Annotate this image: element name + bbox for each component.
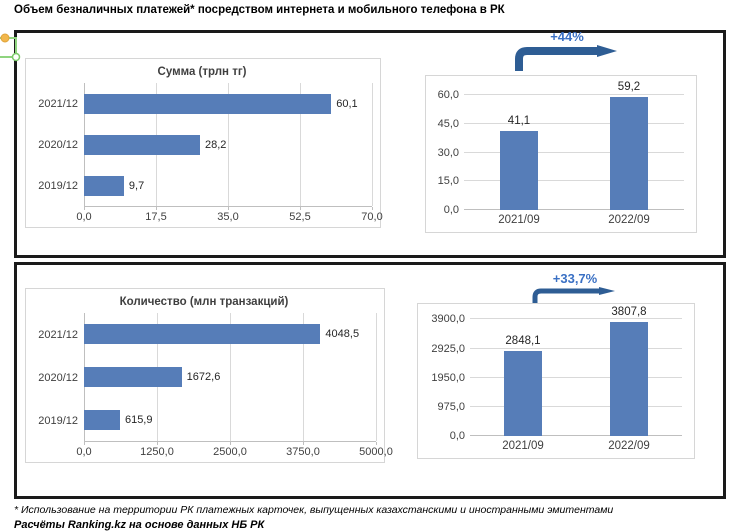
y-tick-label: 45,0 bbox=[437, 117, 459, 130]
value-label: 9,7 bbox=[128, 179, 145, 192]
gridline bbox=[464, 209, 684, 210]
chart-count-growth: 0,0 975,0 1950,0 2925,0 3900,0 2848,1 3807,8 20… bbox=[417, 303, 695, 459]
chart-sum-growth: 0,0 15,0 30,0 45,0 60,0 41,1 59,2 2021/09 2022/0… bbox=[425, 75, 697, 233]
growth-arrow-icon bbox=[532, 287, 615, 303]
category-label: 2019/12 bbox=[38, 180, 78, 193]
growth-percent-label: +33,7% bbox=[552, 271, 598, 286]
chart-sum-by-year: Сумма (трлн тг) 2021/12 2020/12 2019/12 60,1… bbox=[25, 58, 383, 228]
x-tick-label: 52,5 bbox=[289, 211, 311, 223]
bar bbox=[84, 367, 182, 387]
value-label: 615,9 bbox=[124, 413, 153, 426]
bar bbox=[500, 131, 538, 210]
category-label: 2019/12 bbox=[38, 414, 78, 427]
y-tick-label: 1950,0 bbox=[431, 371, 465, 384]
category-label: 2020/12 bbox=[38, 139, 78, 151]
bar bbox=[504, 350, 542, 436]
tick-mark bbox=[156, 207, 157, 210]
category-label: 2022/09 bbox=[608, 214, 650, 226]
gridline bbox=[464, 94, 684, 96]
tick-mark bbox=[303, 442, 304, 445]
value-label: 59,2 bbox=[617, 80, 641, 93]
bar bbox=[84, 324, 321, 345]
value-label: 41,1 bbox=[507, 115, 531, 128]
x-tick-label: 35,0 bbox=[217, 211, 239, 223]
category-label: 2021/09 bbox=[502, 440, 544, 452]
tick-mark bbox=[376, 442, 377, 445]
y-tick-label: 15,0 bbox=[437, 175, 459, 188]
plot-area: 41,1 59,2 bbox=[464, 80, 684, 210]
chart-count-by-year: Количество (млн транзакций) 2021/12 2020/1… bbox=[25, 288, 393, 463]
gridline bbox=[464, 122, 684, 124]
tick-mark bbox=[300, 207, 301, 210]
tick-mark bbox=[84, 207, 85, 210]
page-title: Объем безналичных платежей* посредством … bbox=[14, 4, 505, 16]
y-tick-label: 3900,0 bbox=[431, 313, 465, 326]
gridline bbox=[470, 376, 682, 378]
x-tick-label: 17,5 bbox=[145, 211, 167, 223]
gridline bbox=[303, 313, 304, 441]
source-credit: Расчёты Ranking.kz на основе данных НБ Р… bbox=[14, 519, 265, 531]
y-tick-label: 2925,0 bbox=[431, 342, 465, 355]
plot-area: 60,1 28,2 9,7 bbox=[84, 83, 373, 207]
bar bbox=[84, 409, 120, 430]
bar bbox=[84, 93, 332, 114]
y-tick-label: 0,0 bbox=[449, 430, 465, 442]
count-growth-annotation: +33,7% bbox=[509, 271, 641, 304]
y-tick-label: 0,0 bbox=[443, 204, 459, 216]
x-tick-label: 70,0 bbox=[361, 211, 383, 223]
bar bbox=[84, 134, 201, 155]
x-tick-label: 3750,0 bbox=[286, 446, 320, 458]
gridline bbox=[230, 313, 231, 441]
gridline bbox=[470, 435, 682, 436]
value-label: 1672,6 bbox=[186, 371, 221, 383]
growth-percent-label: +44% bbox=[550, 29, 584, 44]
shape-resize-handle[interactable] bbox=[0, 30, 24, 64]
gridline bbox=[228, 83, 229, 206]
chart-title: Количество (млн транзакций) bbox=[119, 296, 289, 308]
tick-mark bbox=[84, 442, 85, 445]
tick-mark bbox=[372, 207, 373, 210]
x-tick-label: 2500,0 bbox=[213, 446, 247, 458]
chart-title: Сумма (трлн тг) bbox=[157, 66, 247, 78]
gridline bbox=[470, 347, 682, 349]
gridline bbox=[464, 180, 684, 182]
bar bbox=[84, 175, 124, 196]
value-label: 4048,5 bbox=[325, 328, 360, 341]
value-label: 60,1 bbox=[336, 97, 358, 110]
plot-area: 2848,1 3807,8 bbox=[470, 306, 682, 436]
y-tick-label: 30,0 bbox=[437, 146, 459, 159]
category-label: 2022/09 bbox=[608, 440, 650, 452]
gridline bbox=[300, 83, 301, 206]
value-label: 3807,8 bbox=[611, 306, 647, 319]
category-label: 2021/12 bbox=[38, 328, 78, 341]
gridline bbox=[470, 405, 682, 407]
y-tick-label: 975,0 bbox=[437, 400, 465, 413]
tick-mark bbox=[230, 442, 231, 445]
tick-mark bbox=[228, 207, 229, 210]
bar bbox=[610, 322, 648, 436]
x-tick-label: 1250,0 bbox=[140, 446, 174, 458]
category-label: 2020/12 bbox=[38, 371, 78, 384]
tick-mark bbox=[157, 442, 158, 445]
category-label: 2021/12 bbox=[38, 97, 78, 110]
growth-arrow-icon bbox=[515, 45, 617, 71]
gridline bbox=[470, 318, 682, 320]
y-tick-label: 60,0 bbox=[437, 89, 459, 102]
sum-growth-annotation: +44% bbox=[499, 29, 635, 72]
bar bbox=[610, 96, 648, 210]
count-panel-frame: Количество (млн транзакций) 2021/12 2020/1… bbox=[14, 262, 726, 499]
sum-panel-frame: Сумма (трлн тг) 2021/12 2020/12 2019/12 60,1… bbox=[14, 29, 726, 258]
plot-area: 4048,5 1672,6 615,9 bbox=[84, 313, 377, 442]
x-tick-label: 0,0 bbox=[76, 446, 92, 458]
footnote: * Использование на территории РК платежн… bbox=[14, 504, 614, 516]
value-label: 2848,1 bbox=[505, 334, 541, 347]
gridline bbox=[464, 151, 684, 153]
value-label: 28,2 bbox=[205, 138, 227, 151]
x-tick-label: 0,0 bbox=[76, 211, 92, 223]
gridline bbox=[376, 313, 377, 441]
x-tick-label: 5000,0 bbox=[359, 446, 393, 458]
category-label: 2021/09 bbox=[498, 214, 540, 226]
gridline bbox=[372, 83, 373, 206]
